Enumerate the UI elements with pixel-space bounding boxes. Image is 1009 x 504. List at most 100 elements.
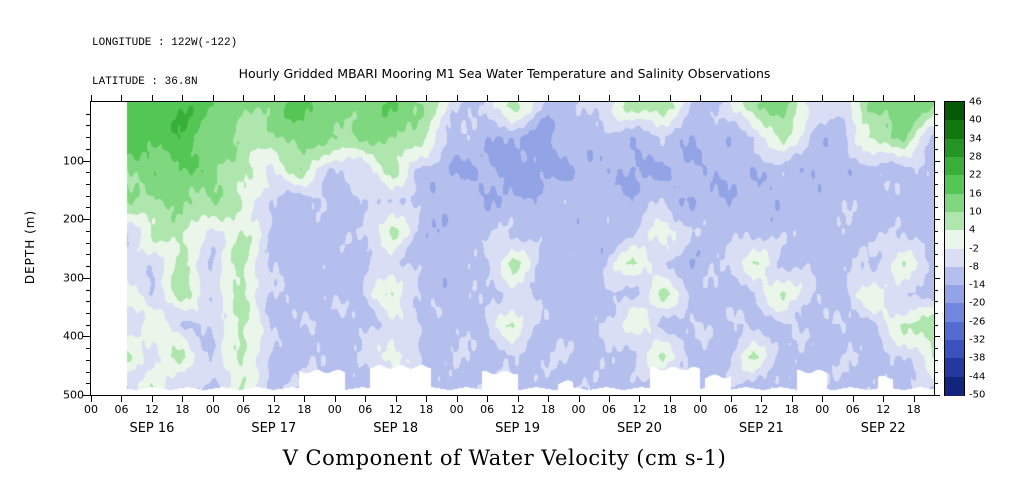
y-minor-tick-right [935, 195, 938, 197]
y-tick-label: 100 [63, 154, 84, 168]
y-minor-tick-left [86, 348, 90, 350]
y-minor-tick-left [86, 113, 90, 115]
y-major-tick-right [935, 336, 940, 338]
y-major-tick-left [83, 160, 90, 162]
x-tick-top [639, 95, 641, 101]
y-minor-tick-right [935, 266, 938, 268]
x-tick-bottom [883, 396, 885, 402]
x-tick-label: 06 [723, 403, 738, 416]
y-minor-tick-left [86, 137, 90, 139]
x-tick-bottom [334, 396, 336, 402]
x-tick-bottom [639, 396, 641, 402]
x-tick-label: 18 [297, 403, 312, 416]
colorbar-segment [945, 175, 964, 195]
x-tick-label: 00 [205, 403, 220, 416]
y-major-tick-right [935, 395, 940, 396]
y-minor-tick-right [935, 289, 938, 291]
x-tick-bottom [761, 396, 763, 402]
x-tick-bottom [913, 396, 915, 402]
x-tick-label: 00 [84, 403, 98, 416]
colorbar-tick-label: -32 [969, 334, 986, 346]
y-minor-tick-left [86, 242, 90, 244]
x-tick-top [852, 95, 854, 101]
x-tick-bottom [91, 396, 92, 402]
x-tick-label: 18 [419, 403, 434, 416]
y-minor-tick-left [86, 148, 90, 150]
y-major-tick-right [935, 160, 940, 162]
colorbar-tick-label: 22 [969, 169, 982, 181]
x-tick-bottom [487, 396, 489, 402]
x-tick-top [456, 95, 458, 101]
y-minor-tick-left [86, 324, 90, 326]
y-minor-tick-left [86, 359, 90, 361]
colorbar-tick-label: 40 [969, 114, 982, 126]
colorbar-segment [945, 193, 964, 213]
x-tick-top [578, 95, 580, 101]
colorbar-tick-label: 10 [969, 206, 982, 218]
x-tick-top [669, 95, 671, 101]
x-tick-top [761, 95, 763, 101]
x-tick-label: 12 [632, 403, 647, 416]
x-tick-label: 12 [754, 403, 769, 416]
y-minor-tick-left [86, 207, 90, 209]
y-minor-tick-left [86, 230, 90, 232]
colorbar-segment [945, 358, 964, 378]
x-tick-label: 12 [144, 403, 159, 416]
x-tick-top [182, 95, 184, 101]
y-major-tick-left [83, 395, 90, 396]
colorbar-tick-label: 46 [969, 96, 982, 108]
y-minor-tick-right [935, 137, 938, 139]
x-tick-top [365, 95, 367, 101]
x-tick-top [913, 95, 915, 101]
x-day-label: SEP 17 [251, 421, 297, 436]
y-minor-tick-right [935, 383, 938, 385]
colorbar-segment [945, 321, 964, 341]
x-tick-label: 12 [388, 403, 403, 416]
y-minor-tick-left [86, 266, 90, 268]
x-tick-bottom [548, 396, 550, 402]
colorbar-tick-label: 4 [969, 224, 976, 236]
colorbar-tick-label: -20 [969, 297, 986, 309]
x-tick-top [487, 95, 489, 101]
x-tick-bottom [182, 396, 184, 402]
colorbar-tick-label: 16 [969, 188, 982, 200]
y-major-tick-left [83, 277, 90, 279]
y-minor-tick-left [86, 125, 90, 127]
y-minor-tick-left [86, 195, 90, 197]
y-minor-tick-right [935, 371, 938, 373]
x-tick-bottom [273, 396, 275, 402]
y-minor-tick-left [86, 383, 90, 385]
y-major-tick-right [935, 277, 940, 279]
x-tick-label: 18 [662, 403, 677, 416]
y-major-tick-right [935, 219, 940, 221]
y-minor-tick-right [935, 312, 938, 314]
x-tick-top [822, 95, 824, 101]
x-tick-top [395, 95, 397, 101]
figure-caption: V Component of Water Velocity (cm s-1) [282, 446, 727, 470]
x-day-label: SEP 19 [495, 421, 541, 436]
x-tick-top [334, 95, 336, 101]
colorbar-segment [945, 266, 964, 286]
y-minor-tick-right [935, 230, 938, 232]
x-tick-top [151, 95, 153, 101]
y-major-tick-left [83, 219, 90, 221]
colorbar-tick-label: 34 [969, 133, 982, 145]
x-tick-bottom [426, 396, 428, 402]
colorbar-segment [945, 156, 964, 176]
x-tick-bottom [395, 396, 397, 402]
x-tick-label: 06 [114, 403, 129, 416]
x-tick-top [91, 95, 92, 101]
x-tick-top [273, 95, 275, 101]
y-minor-tick-left [86, 254, 90, 256]
plot-title: Hourly Gridded MBARI Mooring M1 Sea Wate… [238, 66, 771, 81]
x-tick-top [791, 95, 793, 101]
x-tick-top [121, 95, 123, 101]
x-tick-bottom [517, 396, 519, 402]
x-tick-label: 06 [358, 403, 373, 416]
x-tick-label: 12 [266, 403, 281, 416]
x-tick-label: 18 [784, 403, 799, 416]
colorbar-segment [945, 138, 964, 158]
x-tick-label: 06 [480, 403, 495, 416]
y-minor-tick-right [935, 207, 938, 209]
